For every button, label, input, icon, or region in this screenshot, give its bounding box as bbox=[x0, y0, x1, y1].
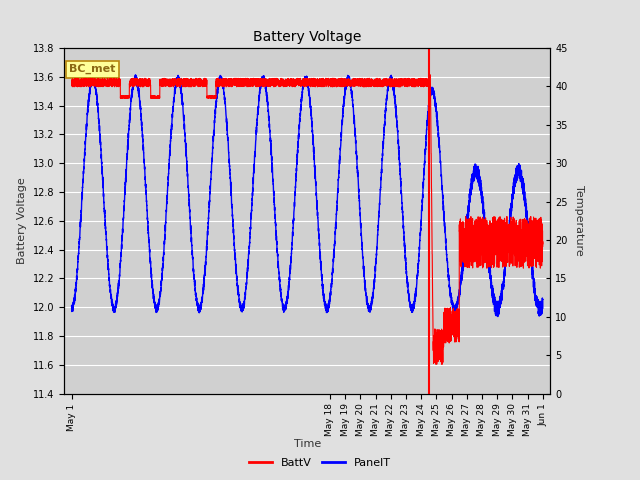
Y-axis label: Temperature: Temperature bbox=[575, 185, 584, 256]
Legend: BattV, PanelT: BattV, PanelT bbox=[245, 453, 395, 472]
Title: Battery Voltage: Battery Voltage bbox=[253, 30, 362, 44]
Y-axis label: Battery Voltage: Battery Voltage bbox=[17, 178, 27, 264]
Text: BC_met: BC_met bbox=[69, 64, 115, 74]
X-axis label: Time: Time bbox=[294, 439, 321, 449]
